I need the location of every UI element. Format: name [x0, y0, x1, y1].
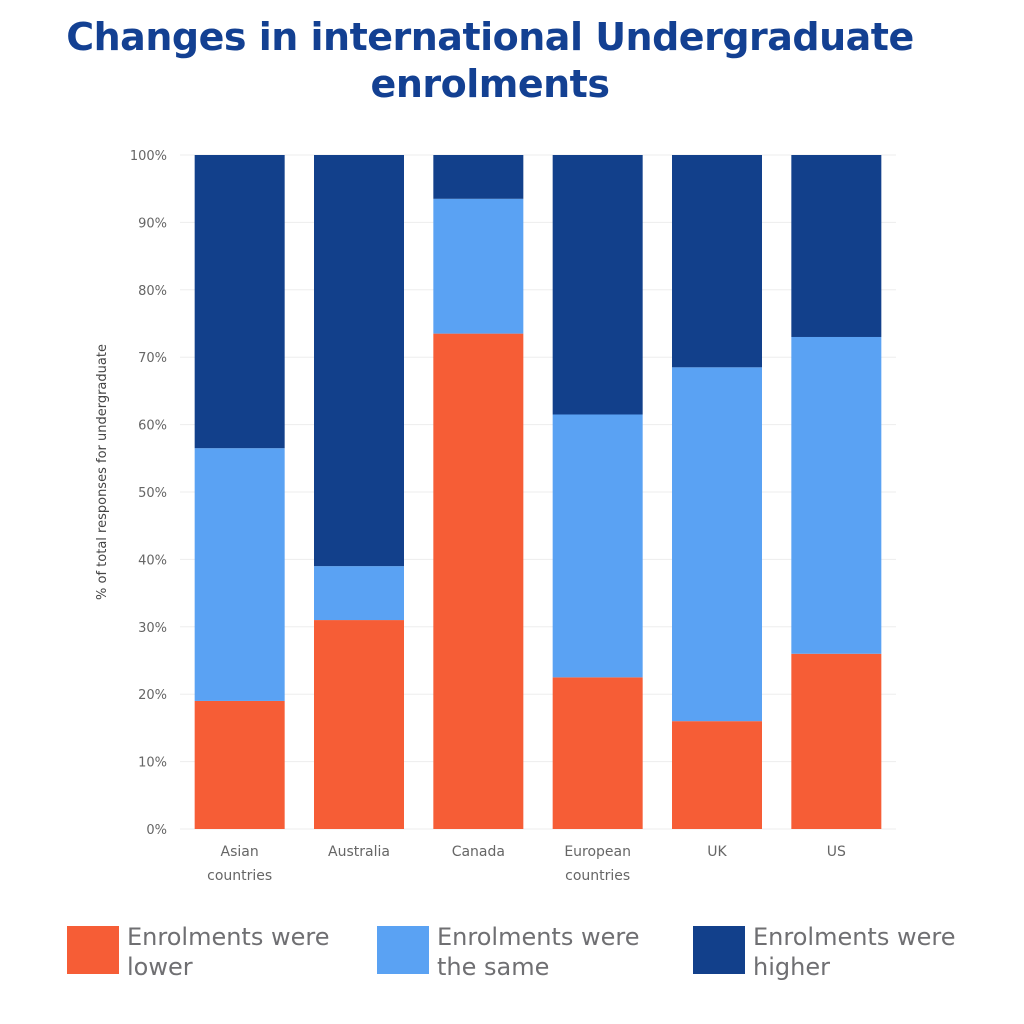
- bar-segment-lower: [791, 653, 882, 829]
- y-tick-label: 60%: [138, 419, 167, 434]
- bar-segment-same: [552, 414, 643, 678]
- bar-segment-lower: [433, 333, 524, 829]
- bar-segment-lower: [552, 677, 643, 829]
- bar-segment-lower: [672, 721, 762, 829]
- legend: Enrolments were lower Enrolments were th…: [0, 922, 1024, 1002]
- bar-segment-same: [791, 336, 882, 654]
- legend-label-lower: Enrolments were lower: [127, 922, 342, 982]
- bar-segment-same: [433, 198, 524, 334]
- bar-segment-lower: [314, 620, 404, 829]
- x-axis-ticks: Asian countries Australia Canada European cou…: [207, 844, 846, 884]
- legend-swatch-higher: [693, 926, 745, 974]
- legend-item-same: Enrolments were the same: [377, 922, 652, 982]
- x-tick-label: European countries: [564, 844, 631, 884]
- legend-label-higher-line1: Enrolments were: [753, 923, 956, 951]
- x-tick-label: UK: [707, 844, 727, 860]
- bar-segment-higher: [791, 155, 882, 337]
- bar-segment-higher: [433, 155, 524, 199]
- y-tick-label: 50%: [138, 486, 167, 501]
- y-tick-label: 0%: [146, 823, 167, 838]
- legend-label-higher: Enrolments were higher: [753, 922, 968, 982]
- legend-swatch-same: [377, 926, 429, 974]
- bars: [194, 155, 882, 829]
- bar-segment-same: [314, 566, 404, 621]
- gridlines: [180, 154, 896, 830]
- stacked-bar-chart: 0% 10% 20% 30% 40% 50% 60% 70% 80% 90% 100% % of t…: [95, 149, 896, 884]
- y-axis-label: % of total responses for undergraduate: [95, 344, 110, 600]
- bar-segment-higher: [314, 155, 404, 567]
- legend-item-lower: Enrolments were lower: [67, 922, 342, 982]
- bar-segment-higher: [672, 155, 762, 368]
- y-tick-label: 70%: [138, 351, 167, 366]
- bar-segment-same: [672, 367, 762, 722]
- bar-segment-same: [194, 448, 285, 701]
- bar-segment-higher: [552, 155, 643, 415]
- bar-segment-lower: [194, 700, 285, 829]
- legend-label-same-line1: Enrolments were: [437, 923, 640, 951]
- y-tick-label: 40%: [138, 553, 167, 568]
- x-tick-label: Asian countries: [207, 844, 272, 884]
- legend-swatch-lower: [67, 926, 119, 974]
- y-tick-label: 30%: [138, 621, 167, 636]
- legend-item-higher: Enrolments were higher: [693, 922, 968, 982]
- y-axis-ticks: 0% 10% 20% 30% 40% 50% 60% 70% 80% 90% 100%: [130, 149, 167, 838]
- x-tick-label: Canada: [452, 844, 505, 860]
- y-tick-label: 10%: [138, 756, 167, 771]
- legend-label-same: Enrolments were the same: [437, 922, 652, 982]
- legend-label-lower-line2: lower: [127, 953, 193, 981]
- y-tick-label: 20%: [138, 688, 167, 703]
- bar-segment-higher: [194, 155, 285, 449]
- x-tick-label: US: [827, 844, 846, 860]
- legend-label-higher-line2: higher: [753, 953, 830, 981]
- legend-label-lower-line1: Enrolments were: [127, 923, 330, 951]
- chart-title: Changes in international Undergraduate e…: [66, 15, 914, 106]
- y-tick-label: 100%: [130, 149, 167, 164]
- y-tick-label: 80%: [138, 284, 167, 299]
- y-tick-label: 90%: [138, 216, 167, 231]
- legend-label-same-line2: the same: [437, 953, 550, 981]
- x-tick-label: Australia: [328, 844, 390, 860]
